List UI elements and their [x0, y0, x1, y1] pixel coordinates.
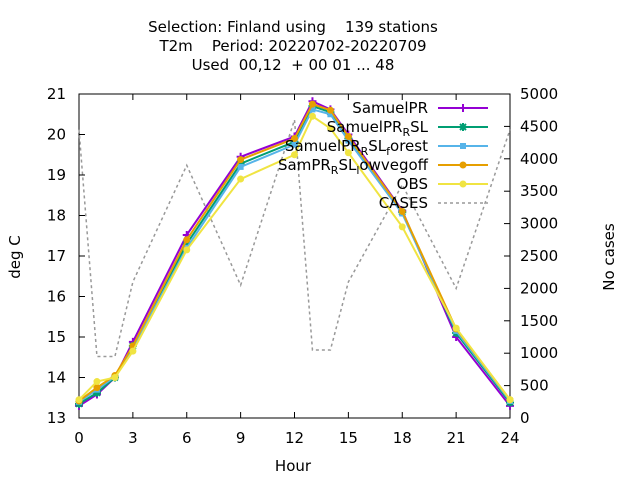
- y2-tick-label: 4000: [520, 150, 558, 168]
- y2-tick-label: 1000: [520, 344, 558, 362]
- data-point: [291, 135, 298, 143]
- x-tick-label: 12: [285, 429, 304, 447]
- data-point: [308, 112, 316, 120]
- y-tick-label: 21: [47, 85, 66, 103]
- data-point: [291, 151, 298, 159]
- y-tick-label: 16: [47, 288, 66, 306]
- y2-tick-label: 500: [520, 377, 549, 395]
- legend-marker: [459, 104, 467, 112]
- series-obs: [75, 112, 514, 404]
- data-point: [309, 106, 316, 113]
- y2-tick-label: 2000: [520, 279, 558, 297]
- data-point: [182, 239, 191, 248]
- x-tick-label: 3: [128, 429, 138, 447]
- y-tick-label: 14: [47, 369, 66, 387]
- legend-marker: [459, 123, 467, 131]
- title-line: Used 00,12 + 00 01 ... 48: [192, 56, 395, 74]
- data-point: [327, 111, 334, 118]
- data-point: [237, 163, 244, 170]
- data-point: [308, 100, 316, 108]
- data-point: [345, 137, 352, 144]
- data-point: [75, 396, 83, 404]
- legend-marker: [460, 143, 466, 149]
- y-tick-label: 13: [47, 409, 66, 427]
- data-point: [291, 141, 298, 148]
- y2-tick-label: 2500: [520, 247, 558, 265]
- y-tick-label: 18: [47, 207, 66, 225]
- x-tick-label: 9: [236, 429, 246, 447]
- data-point: [344, 133, 352, 141]
- y-axis-label: deg C: [6, 235, 24, 279]
- y2-tick-label: 3500: [520, 182, 558, 200]
- axes: 0 3 6 9 12 15 18 21 24 13 14 15 16 17 18 19 20 21 0 500 1000…: [47, 85, 558, 447]
- legend-label: SamuelPRRSL: [327, 118, 429, 139]
- data-point: [237, 156, 245, 164]
- data-point: [398, 207, 406, 215]
- y2-axis-label: No cases: [600, 223, 618, 291]
- legend-marker: [459, 180, 467, 188]
- y2-tick-label: 1500: [520, 312, 558, 330]
- data-point: [236, 159, 245, 168]
- y-tick-label: 20: [47, 126, 66, 144]
- title-line: Selection: Finland using 139 stations: [148, 18, 438, 36]
- x-tick-label: 21: [447, 429, 466, 447]
- legend-label: SamPRRSLlowvegoff: [278, 156, 429, 177]
- data-point: [326, 124, 334, 132]
- y2-tick-label: 0: [520, 409, 530, 427]
- y2-tick-label: 4500: [520, 117, 558, 135]
- y-tick-label: 19: [47, 166, 66, 184]
- data-point: [93, 384, 101, 392]
- data-point: [398, 223, 406, 231]
- data-point: [506, 396, 514, 404]
- y2-tick-label: 3000: [520, 215, 558, 233]
- data-point: [183, 246, 191, 254]
- legend-marker: [459, 161, 467, 169]
- chart-title: Selection: Finland using 139 stationsT2m…: [148, 18, 438, 74]
- x-axis-label: Hour: [275, 457, 312, 475]
- data-point: [92, 388, 101, 397]
- x-tick-label: 15: [339, 429, 358, 447]
- x-tick-label: 24: [500, 429, 519, 447]
- data-point: [452, 324, 460, 332]
- y-tick-label: 17: [47, 247, 66, 265]
- data-point: [237, 175, 245, 183]
- series-layer: [75, 97, 514, 410]
- legend-label: SamuelPR: [352, 99, 428, 117]
- x-tick-label: 0: [74, 429, 84, 447]
- data-point: [326, 106, 334, 114]
- data-point: [129, 347, 137, 355]
- x-tick-label: 18: [393, 429, 412, 447]
- y-tick-label: 15: [47, 328, 66, 346]
- y2-tick-label: 5000: [520, 85, 558, 103]
- data-point: [344, 149, 352, 157]
- x-tick-label: 6: [182, 429, 192, 447]
- legend-label: CASES: [379, 194, 428, 212]
- legend: SamuelPRSamuelPRRSLSamuelPRRSLforestSamP…: [278, 99, 488, 212]
- legend-label: SamuelPRRSLforest: [285, 137, 428, 158]
- legend-label: OBS: [397, 175, 428, 193]
- data-point: [111, 374, 119, 381]
- data-point: [93, 378, 101, 386]
- title-line: T2m Period: 20220702-20220709: [158, 37, 426, 55]
- data-point: [183, 236, 191, 244]
